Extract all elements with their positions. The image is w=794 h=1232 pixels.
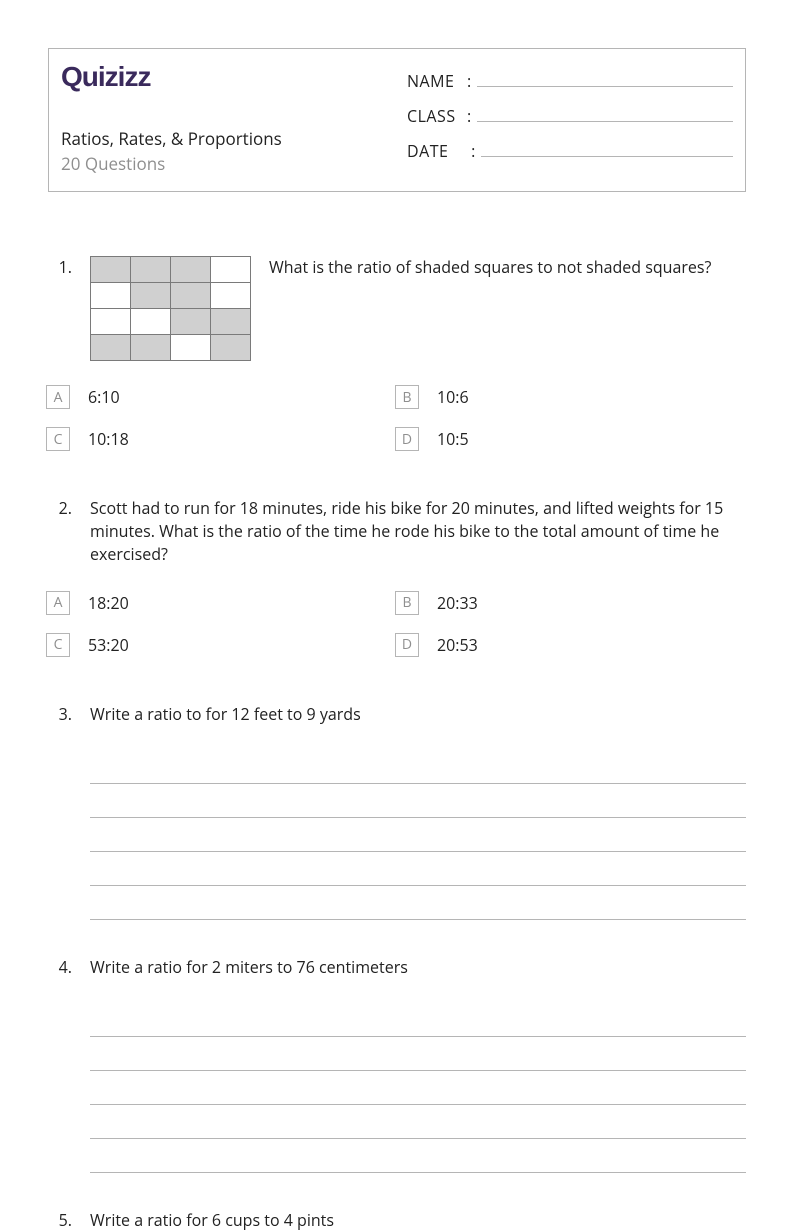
question-text: Write a ratio for 2 miters to 76 centime… — [90, 956, 746, 979]
question-text: What is the ratio of shaded squares to n… — [269, 256, 711, 279]
choice-label-c: C — [46, 427, 70, 451]
question-number: 1. — [48, 256, 72, 278]
question-text: Write a ratio for 6 cups to 4 pints — [90, 1209, 746, 1232]
class-field-row: CLASS: — [407, 102, 733, 127]
choice-text-c: 53:20 — [88, 634, 129, 656]
choice-d[interactable]: D 10:5 — [397, 427, 746, 451]
question-3: 3. Write a ratio to for 12 feet to 9 yar… — [48, 703, 746, 920]
question-number: 3. — [48, 703, 72, 725]
question-number: 5. — [48, 1209, 72, 1231]
question-4: 4. Write a ratio for 2 miters to 76 cent… — [48, 956, 746, 1173]
question-text: Write a ratio to for 12 feet to 9 yards — [90, 703, 746, 726]
choice-label-a: A — [46, 385, 70, 409]
answer-lines[interactable] — [90, 1003, 746, 1173]
name-label: NAME — [407, 70, 467, 92]
quiz-title: Ratios, Rates, & Proportions — [61, 127, 387, 150]
choice-label-b: B — [395, 385, 419, 409]
choice-label-b: B — [395, 591, 419, 615]
question-number: 4. — [48, 956, 72, 978]
choice-label-d: D — [395, 633, 419, 657]
worksheet-header: Quizizz Ratios, Rates, & Proportions 20 … — [48, 48, 746, 192]
question-2: 2. Scott had to run for 18 minutes, ride… — [48, 497, 746, 675]
class-label: CLASS — [407, 105, 467, 127]
name-input-line[interactable] — [477, 67, 733, 87]
choice-text-c: 10:18 — [88, 428, 129, 450]
choice-text-b: 20:33 — [437, 592, 478, 614]
choice-text-a: 18:20 — [88, 592, 129, 614]
name-field-row: NAME: — [407, 67, 733, 92]
choice-text-b: 10:6 — [437, 386, 469, 408]
choice-a[interactable]: A 18:20 — [48, 591, 397, 615]
quizizz-logo: Quizizz — [61, 61, 387, 93]
choice-text-a: 6:10 — [88, 386, 120, 408]
shaded-grid-figure — [90, 256, 251, 361]
answer-lines[interactable] — [90, 750, 746, 920]
date-field-row: DATE : — [407, 137, 733, 162]
choice-label-c: C — [46, 633, 70, 657]
choice-c[interactable]: C 53:20 — [48, 633, 397, 657]
choice-b[interactable]: B 20:33 — [397, 591, 746, 615]
question-5: 5. Write a ratio for 6 cups to 4 pints — [48, 1209, 746, 1232]
choice-label-d: D — [395, 427, 419, 451]
choice-a[interactable]: A 6:10 — [48, 385, 397, 409]
class-input-line[interactable] — [477, 102, 733, 122]
question-text: Scott had to run for 18 minutes, ride hi… — [90, 497, 746, 567]
choice-text-d: 10:5 — [437, 428, 469, 450]
choice-label-a: A — [46, 591, 70, 615]
choice-b[interactable]: B 10:6 — [397, 385, 746, 409]
date-label: DATE — [407, 140, 467, 162]
date-input-line[interactable] — [481, 137, 733, 157]
choice-c[interactable]: C 10:18 — [48, 427, 397, 451]
question-1: 1. What is the ratio of shaded squares t… — [48, 256, 746, 469]
choice-text-d: 20:53 — [437, 634, 478, 656]
question-number: 2. — [48, 497, 72, 519]
quiz-subtitle: 20 Questions — [61, 152, 387, 175]
choice-d[interactable]: D 20:53 — [397, 633, 746, 657]
